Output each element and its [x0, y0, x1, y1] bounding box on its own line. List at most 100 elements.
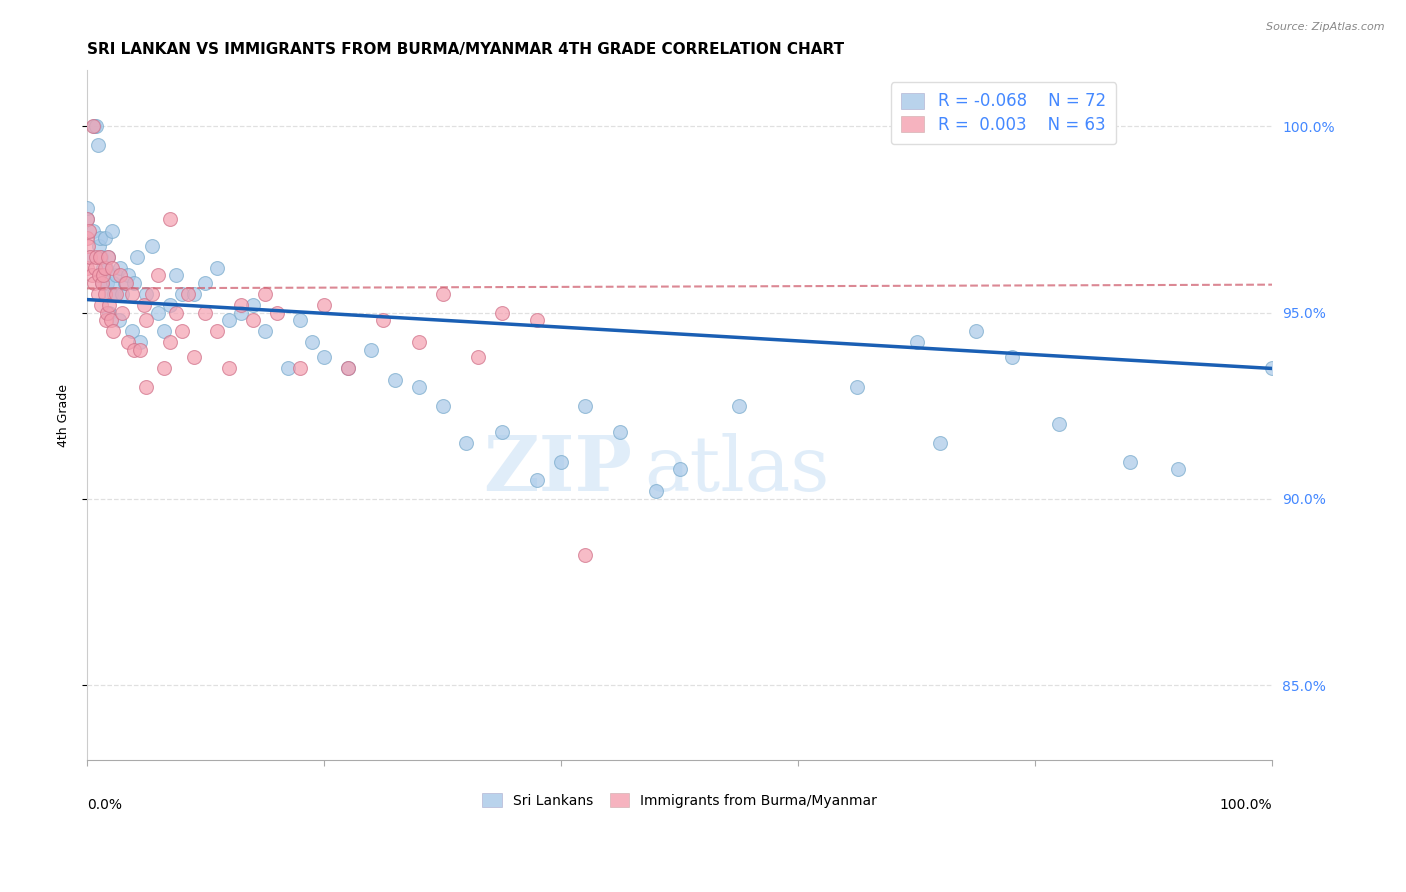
Point — [153, 324, 176, 338]
Point — [159, 212, 181, 227]
Point — [93, 260, 115, 275]
Point — [574, 548, 596, 562]
Point — [301, 335, 323, 350]
Point — [846, 380, 869, 394]
Text: ZIP: ZIP — [484, 434, 633, 508]
Point — [1167, 462, 1189, 476]
Point — [1047, 417, 1070, 432]
Point — [141, 287, 163, 301]
Point — [129, 343, 152, 357]
Point — [218, 313, 240, 327]
Point — [79, 250, 101, 264]
Point — [86, 250, 108, 264]
Point — [86, 287, 108, 301]
Point — [121, 287, 143, 301]
Point — [668, 462, 690, 476]
Point — [80, 268, 103, 283]
Point — [360, 343, 382, 357]
Point — [83, 120, 105, 134]
Point — [170, 324, 193, 338]
Point — [94, 313, 117, 327]
Point — [194, 276, 217, 290]
Point — [373, 313, 395, 327]
Point — [90, 250, 112, 264]
Point — [183, 287, 205, 301]
Point — [1261, 361, 1284, 376]
Point — [467, 351, 489, 365]
Point — [432, 399, 454, 413]
Point — [965, 324, 987, 338]
Legend: Sri Lankans, Immigrants from Burma/Myanmar: Sri Lankans, Immigrants from Burma/Myanm… — [475, 787, 884, 814]
Point — [165, 268, 187, 283]
Point — [105, 287, 128, 301]
Point — [101, 324, 124, 338]
Point — [84, 260, 107, 275]
Point — [132, 298, 155, 312]
Point — [176, 287, 198, 301]
Point — [100, 287, 122, 301]
Point — [905, 335, 928, 350]
Point — [87, 268, 110, 283]
Point — [574, 399, 596, 413]
Point — [108, 268, 131, 283]
Point — [100, 313, 122, 327]
Point — [229, 298, 252, 312]
Point — [159, 298, 181, 312]
Point — [929, 436, 952, 450]
Point — [87, 238, 110, 252]
Text: 100.0%: 100.0% — [1220, 797, 1272, 812]
Point — [105, 268, 128, 283]
Point — [129, 335, 152, 350]
Point — [141, 238, 163, 252]
Point — [122, 343, 145, 357]
Point — [94, 260, 117, 275]
Point — [526, 473, 548, 487]
Point — [312, 298, 335, 312]
Point — [194, 305, 217, 319]
Text: 0.0%: 0.0% — [87, 797, 122, 812]
Point — [266, 305, 288, 319]
Point — [121, 324, 143, 338]
Point — [101, 276, 124, 290]
Point — [122, 276, 145, 290]
Point — [526, 313, 548, 327]
Point — [135, 287, 157, 301]
Point — [89, 250, 111, 264]
Point — [98, 305, 121, 319]
Text: Source: ZipAtlas.com: Source: ZipAtlas.com — [1267, 22, 1385, 32]
Point — [77, 224, 100, 238]
Point — [97, 250, 120, 264]
Point — [135, 380, 157, 394]
Point — [336, 361, 359, 376]
Point — [491, 425, 513, 439]
Point — [76, 201, 98, 215]
Point — [111, 287, 134, 301]
Point — [93, 260, 115, 275]
Point — [93, 268, 115, 283]
Point — [456, 436, 478, 450]
Point — [82, 224, 104, 238]
Point — [117, 268, 139, 283]
Point — [100, 224, 122, 238]
Y-axis label: 4th Grade: 4th Grade — [58, 384, 70, 447]
Point — [1119, 455, 1142, 469]
Point — [146, 268, 169, 283]
Point — [93, 231, 115, 245]
Point — [115, 276, 138, 290]
Point — [114, 276, 136, 290]
Point — [96, 276, 118, 290]
Point — [290, 361, 312, 376]
Point — [1000, 351, 1022, 365]
Point — [76, 260, 98, 275]
Point — [83, 276, 105, 290]
Point — [432, 287, 454, 301]
Point — [277, 361, 299, 376]
Point — [90, 298, 112, 312]
Point — [76, 212, 98, 227]
Point — [207, 324, 229, 338]
Point — [253, 324, 276, 338]
Point — [218, 361, 240, 376]
Point — [550, 455, 572, 469]
Point — [76, 212, 98, 227]
Point — [183, 351, 205, 365]
